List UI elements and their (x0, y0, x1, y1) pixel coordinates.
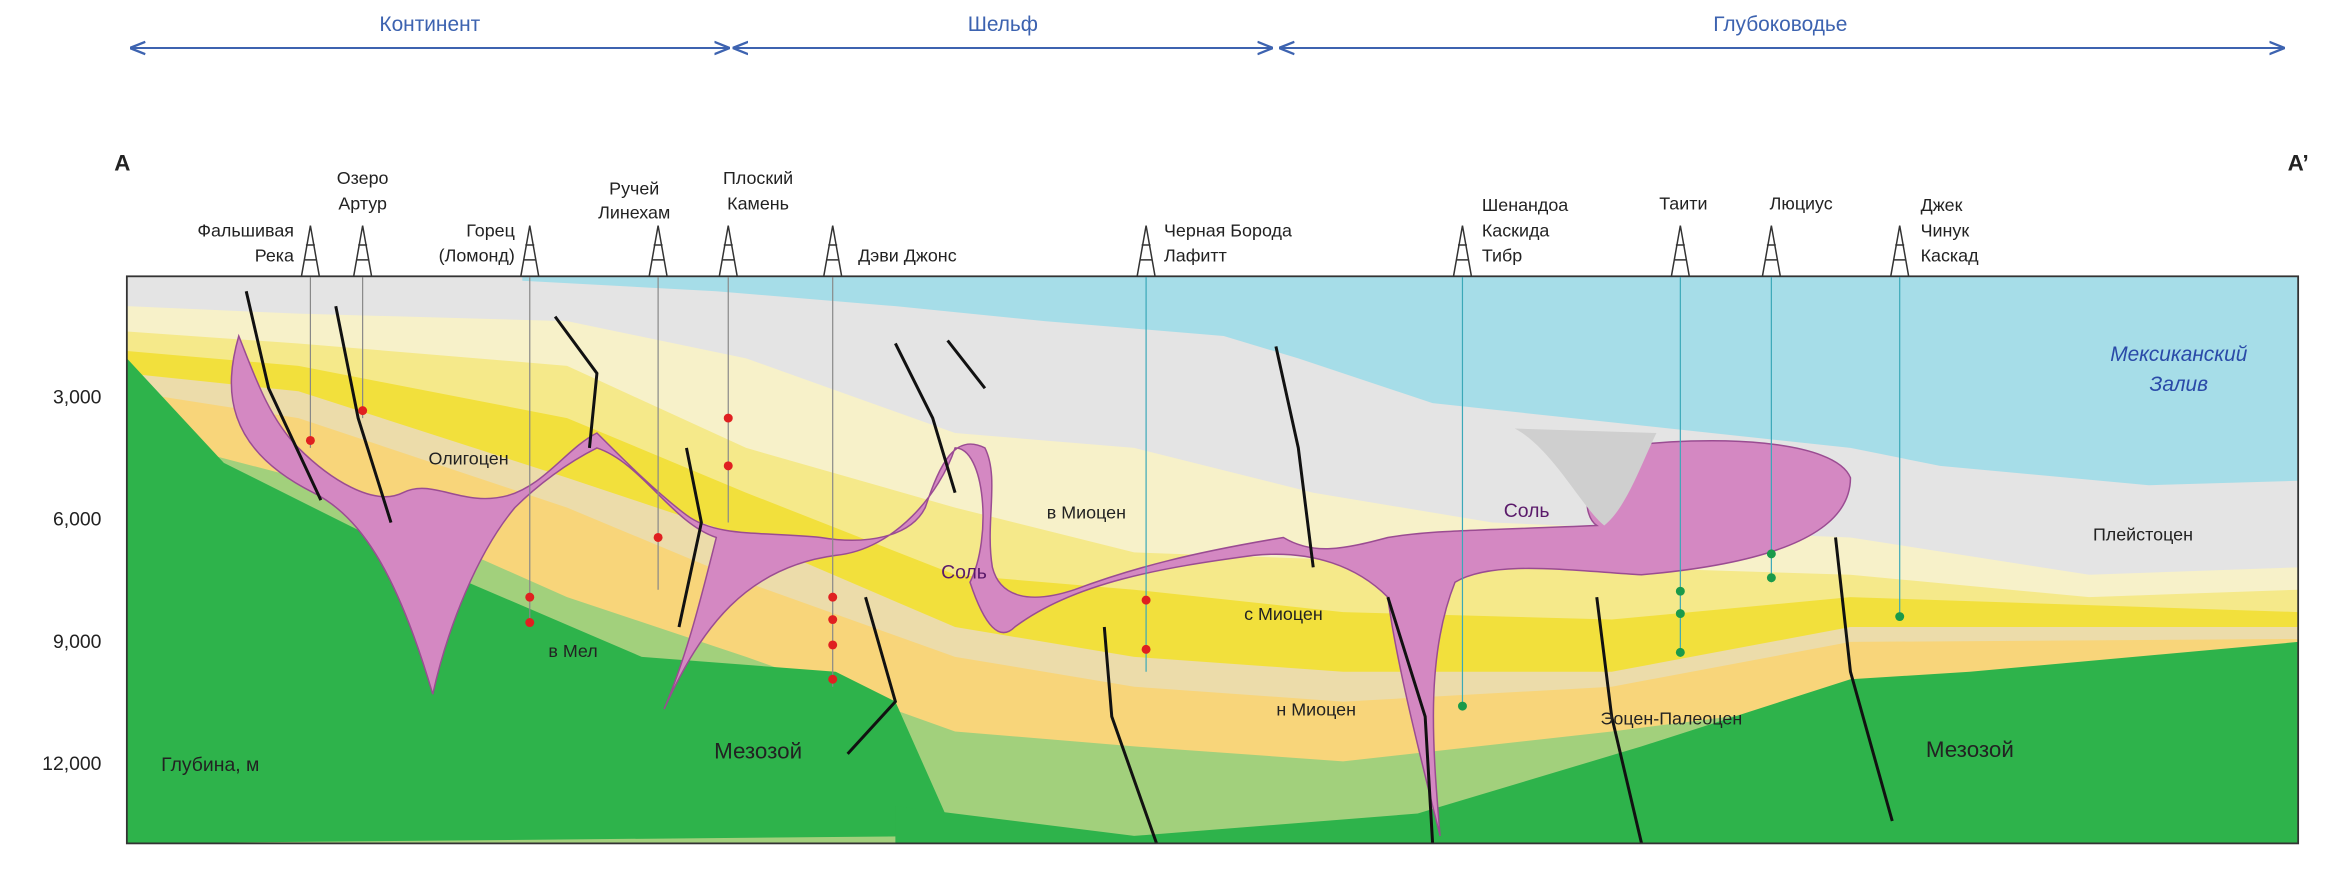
well-label: Чинук (1921, 220, 1970, 240)
zone-label: Шельф (968, 13, 1038, 36)
depth-tick-label: 3,000 (53, 387, 102, 409)
zone-label: Глубоководье (1713, 13, 1847, 36)
well-label: Тибр (1482, 246, 1522, 266)
unit-label: Соль (1504, 500, 1550, 522)
well-label: Черная Борода (1164, 220, 1292, 240)
rig-icon (717, 225, 739, 278)
well-label: Таити (1659, 193, 1707, 213)
unit-label: Мезозой (1926, 737, 2014, 762)
discovery-green (1675, 647, 1685, 657)
discovery-red (525, 618, 535, 628)
well-label: Камень (727, 193, 789, 213)
well-label: Люциус (1770, 193, 1833, 213)
discovery-red (828, 592, 838, 602)
discovery-red (828, 640, 838, 650)
discovery-red (1141, 644, 1151, 654)
discovery-red (723, 413, 733, 423)
zone-label: Континент (379, 13, 480, 36)
unit-label: с Миоцен (1244, 604, 1323, 624)
discovery-green (1675, 609, 1685, 619)
rig-icon (1760, 225, 1782, 278)
unit-label: в Мел (548, 641, 597, 661)
well-label: Каскида (1482, 220, 1550, 240)
well-label: Фальшивая (197, 220, 294, 240)
unit-label: н Миоцен (1276, 699, 1356, 719)
section-frame (125, 275, 2300, 845)
discovery-red (723, 461, 733, 471)
unit-label: Эоцен-Палеоцен (1601, 708, 1743, 728)
section-start: A (114, 150, 130, 175)
faults (244, 290, 1894, 844)
well-label: Ручей (609, 178, 659, 198)
rig-icon (822, 225, 844, 278)
discovery-green (1766, 573, 1776, 583)
well-label: Озеро (337, 168, 389, 188)
unit-label: Мезозой (714, 738, 802, 763)
discovery-red (653, 532, 663, 542)
rig-icon (1135, 225, 1157, 278)
well-label: Лафитт (1164, 246, 1227, 266)
unit-label: Олигоцен (429, 449, 509, 469)
discovery-red (358, 406, 368, 416)
discovery-green (1895, 612, 1905, 622)
discovery-green (1675, 586, 1685, 596)
discovery-red (828, 674, 838, 684)
geology (126, 276, 2299, 844)
well-label: (Ломонд) (439, 246, 515, 266)
well-label: Линехам (598, 202, 670, 222)
discovery-red (525, 592, 535, 602)
well-label: Горец (466, 220, 515, 240)
unit-label: в Миоцен (1047, 502, 1126, 522)
depth-tick-label: 6,000 (53, 509, 102, 531)
rig-icon (299, 225, 321, 278)
depth-tick-label: 9,000 (53, 631, 102, 653)
well-label: Джек (1921, 195, 1963, 215)
rig-icon (352, 225, 374, 278)
discovery-red (1141, 595, 1151, 605)
well-label: Дэви Джонс (858, 246, 957, 266)
rig-icon (1889, 225, 1911, 278)
discovery-red (828, 615, 838, 625)
discovery-green (1766, 549, 1776, 559)
unit-label: Плейстоцен (2093, 525, 2193, 545)
section-end: A’ (2288, 150, 2309, 175)
rig-icon (1452, 225, 1473, 278)
sea-label: Залив (2150, 373, 2209, 396)
well-label: Река (255, 246, 294, 266)
discovery-green (1457, 701, 1467, 711)
sea-label: Мексиканский (2110, 343, 2248, 366)
depth-axis-label: Глубина, м (161, 754, 259, 776)
well-label: Шенандоа (1482, 195, 1568, 215)
rig-icon (519, 225, 541, 278)
depth-tick-label: 12,000 (42, 753, 102, 775)
rig-icon (1669, 225, 1691, 278)
well-label: Артур (338, 193, 387, 213)
well-label: Каскад (1921, 246, 1979, 266)
unit-label: Соль (941, 561, 987, 583)
well-label: Плоский (723, 168, 793, 188)
rig-icon (647, 225, 669, 278)
discovery-red (305, 435, 315, 445)
